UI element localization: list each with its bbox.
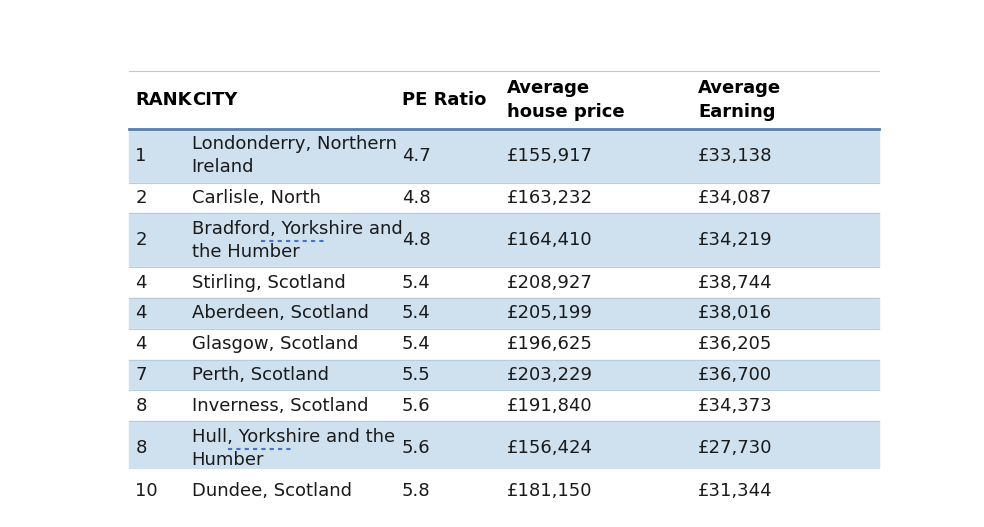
Text: Aberdeen, Scotland: Aberdeen, Scotland bbox=[192, 305, 369, 323]
Text: £163,232: £163,232 bbox=[507, 189, 592, 207]
Text: £181,150: £181,150 bbox=[507, 482, 592, 500]
Text: Average
Earning: Average Earning bbox=[698, 79, 781, 121]
Text: 5.4: 5.4 bbox=[401, 305, 430, 323]
Bar bbox=[129, 475, 880, 506]
Text: 7: 7 bbox=[136, 366, 147, 384]
Text: CITY: CITY bbox=[192, 91, 237, 109]
Text: 5.4: 5.4 bbox=[401, 274, 430, 291]
Bar bbox=[129, 182, 880, 213]
Text: Glasgow, Scotland: Glasgow, Scotland bbox=[192, 335, 358, 353]
Text: 5.6: 5.6 bbox=[401, 397, 430, 415]
Bar bbox=[129, 360, 880, 391]
Bar bbox=[129, 71, 880, 129]
Text: £38,016: £38,016 bbox=[698, 305, 772, 323]
Text: £38,744: £38,744 bbox=[698, 274, 772, 291]
Text: Inverness, Scotland: Inverness, Scotland bbox=[192, 397, 368, 415]
Text: Average
house price: Average house price bbox=[507, 79, 625, 121]
Text: Hull, Yorkshire and the
Humber: Hull, Yorkshire and the Humber bbox=[192, 428, 395, 469]
Text: £34,373: £34,373 bbox=[698, 397, 772, 415]
Text: Carlisle, North: Carlisle, North bbox=[192, 189, 321, 207]
Text: 4.7: 4.7 bbox=[401, 147, 430, 164]
Bar bbox=[129, 213, 880, 267]
Text: 2: 2 bbox=[136, 189, 147, 207]
Text: £34,219: £34,219 bbox=[698, 231, 772, 249]
Text: £203,229: £203,229 bbox=[507, 366, 592, 384]
Text: £164,410: £164,410 bbox=[507, 231, 592, 249]
Text: Perth, Scotland: Perth, Scotland bbox=[192, 366, 329, 384]
Text: 10: 10 bbox=[136, 482, 158, 500]
Text: 2: 2 bbox=[136, 231, 147, 249]
Text: Bradford, Yorkshire and
the Humber: Bradford, Yorkshire and the Humber bbox=[192, 220, 402, 261]
Text: Londonderry, Northern
Ireland: Londonderry, Northern Ireland bbox=[192, 135, 397, 176]
Text: 8: 8 bbox=[136, 397, 147, 415]
Text: 1: 1 bbox=[136, 147, 147, 164]
Text: 4.8: 4.8 bbox=[401, 231, 430, 249]
Text: RANK: RANK bbox=[136, 91, 192, 109]
Text: Stirling, Scotland: Stirling, Scotland bbox=[192, 274, 345, 291]
Text: 4: 4 bbox=[136, 335, 147, 353]
Bar bbox=[129, 298, 880, 329]
Text: £156,424: £156,424 bbox=[507, 439, 592, 457]
Text: £36,700: £36,700 bbox=[698, 366, 772, 384]
Text: 5.4: 5.4 bbox=[401, 335, 430, 353]
Text: £155,917: £155,917 bbox=[507, 147, 592, 164]
Text: £191,840: £191,840 bbox=[507, 397, 592, 415]
Bar bbox=[129, 129, 880, 182]
Bar bbox=[129, 267, 880, 298]
Text: PE Ratio: PE Ratio bbox=[401, 91, 486, 109]
Text: £208,927: £208,927 bbox=[507, 274, 592, 291]
Text: 5.5: 5.5 bbox=[401, 366, 430, 384]
Text: 4.8: 4.8 bbox=[401, 189, 430, 207]
Bar bbox=[129, 329, 880, 360]
Text: £31,344: £31,344 bbox=[698, 482, 772, 500]
Text: £196,625: £196,625 bbox=[507, 335, 592, 353]
Text: 4: 4 bbox=[136, 274, 147, 291]
Text: 8: 8 bbox=[136, 439, 147, 457]
Text: £36,205: £36,205 bbox=[698, 335, 772, 353]
Text: £205,199: £205,199 bbox=[507, 305, 592, 323]
Text: 5.6: 5.6 bbox=[401, 439, 430, 457]
Text: 5.8: 5.8 bbox=[401, 482, 430, 500]
Text: 4: 4 bbox=[136, 305, 147, 323]
Text: Dundee, Scotland: Dundee, Scotland bbox=[192, 482, 351, 500]
Text: £33,138: £33,138 bbox=[698, 147, 772, 164]
Bar bbox=[129, 391, 880, 421]
Bar bbox=[129, 421, 880, 475]
Text: £27,730: £27,730 bbox=[698, 439, 772, 457]
Text: £34,087: £34,087 bbox=[698, 189, 772, 207]
